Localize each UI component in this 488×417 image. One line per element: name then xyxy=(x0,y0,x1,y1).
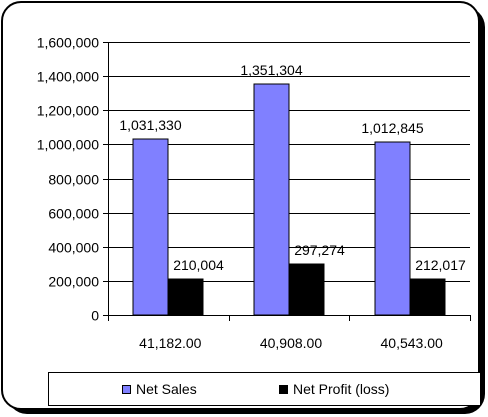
legend-swatch-net-sales xyxy=(122,384,131,394)
net-sales-bar xyxy=(253,83,290,316)
legend-item-net-profit: Net Profit (loss) xyxy=(279,381,389,397)
legend-label-net-profit: Net Profit (loss) xyxy=(293,381,390,397)
y-tick-label: 1,200,000 xyxy=(37,103,99,119)
net-sales-bar xyxy=(374,141,411,316)
y-tick-label: 800,000 xyxy=(48,172,99,188)
net-profit-bar xyxy=(409,278,446,316)
net-profit-bar xyxy=(167,278,204,316)
bars xyxy=(132,83,446,316)
y-tick-label: 1,600,000 xyxy=(37,35,99,51)
legend-swatch-net-profit xyxy=(279,384,288,394)
legend-label-net-sales: Net Sales xyxy=(136,381,197,397)
labels: 0 200,000 400,000 600,000 800,000 1,000,000 1,… xyxy=(37,35,466,352)
y-tick-label: 0 xyxy=(91,308,99,324)
net-sales-data-label: 1,031,330 xyxy=(119,117,181,133)
net-sales-data-label: 1,351,304 xyxy=(240,62,302,78)
net-profit-data-label: 212,017 xyxy=(415,257,466,273)
net-profit-data-label: 297,274 xyxy=(294,242,345,258)
axes xyxy=(103,42,471,321)
legend-item-net-sales: Net Sales xyxy=(122,381,197,397)
y-tick-label: 600,000 xyxy=(48,206,99,222)
net-sales-data-label: 1,012,845 xyxy=(361,120,423,136)
net-profit-bar xyxy=(288,263,325,316)
x-tick-label: 40,543.00 xyxy=(381,335,443,351)
y-tick-label: 1,400,000 xyxy=(37,69,99,85)
y-tick-label: 1,000,000 xyxy=(37,137,99,153)
legend: Net Sales Net Profit (loss) xyxy=(48,372,481,406)
x-tick-label: 41,182.00 xyxy=(139,335,201,351)
y-tick-label: 400,000 xyxy=(48,240,99,256)
x-tick-label: 40,908.00 xyxy=(260,335,322,351)
net-profit-data-label: 210,004 xyxy=(173,257,224,273)
y-tick-label: 200,000 xyxy=(48,274,99,290)
net-sales-bar xyxy=(132,138,169,316)
